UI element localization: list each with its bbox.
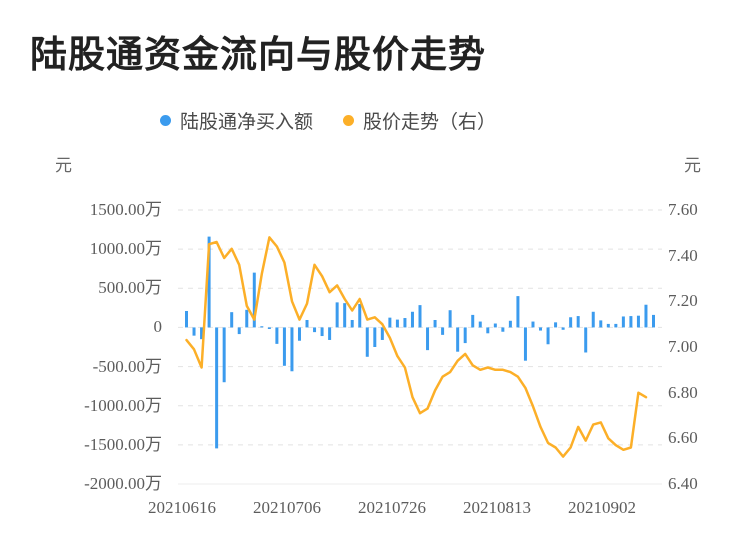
legend-dot-blue-icon [160, 114, 171, 126]
left-tick: -2000.00万 [84, 474, 162, 493]
legend-item-net-buy[interactable]: 陆股通净买入额 [160, 107, 313, 134]
x-tick: 20210902 [568, 498, 636, 517]
chart-title: 陆股通资金流向与股价走势 [30, 34, 486, 75]
right-tick: 7.40 [668, 246, 698, 265]
x-tick: 20210726 [358, 498, 426, 517]
x-tick: 20210813 [463, 498, 531, 517]
left-tick: -1500.00万 [84, 435, 162, 454]
right-axis-unit: 元 [684, 156, 701, 175]
left-tick: -1000.00万 [84, 396, 162, 415]
legend-dot-yellow-icon [343, 114, 355, 126]
left-axis-unit: 元 [55, 156, 72, 175]
right-tick: 7.20 [668, 291, 698, 310]
left-tick: 0 [153, 317, 163, 336]
x-tick: 20210706 [253, 498, 321, 517]
legend-label-net-buy: 陆股通净买入额 [180, 111, 314, 133]
left-tick: 500.00万 [98, 278, 162, 297]
right-tick: 6.80 [668, 383, 698, 402]
left-tick: -500.00万 [92, 357, 162, 376]
right-tick: 6.60 [668, 428, 698, 447]
left-tick: 1500.00万 [89, 200, 162, 219]
legend-item-price[interactable]: 股价走势（右） [343, 107, 496, 134]
legend-label-price: 股价走势（右） [363, 111, 497, 133]
right-tick: 7.60 [668, 200, 698, 219]
legend: 陆股通净买入额 股价走势（右） [160, 107, 496, 134]
right-tick: 7.00 [668, 337, 698, 356]
left-tick: 1000.00万 [89, 239, 162, 258]
right-tick: 6.40 [668, 474, 698, 493]
x-tick: 20210616 [148, 498, 216, 517]
